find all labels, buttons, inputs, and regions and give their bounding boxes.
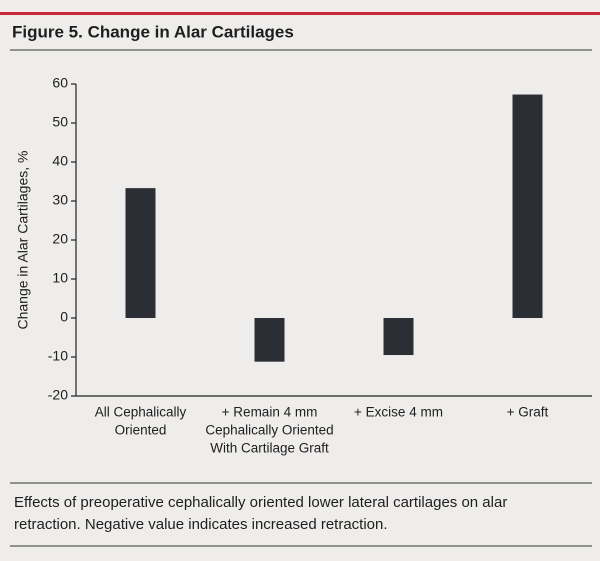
y-tick-label: -20 xyxy=(48,387,68,403)
x-tick-label: All Cephalically xyxy=(95,405,187,420)
caption: Effects of preoperative cephalically ori… xyxy=(14,494,507,511)
bar xyxy=(125,188,156,318)
x-tick-label: Cephalically Oriented xyxy=(205,423,333,438)
y-tick-label: 20 xyxy=(52,231,68,247)
caption: retraction. Negative value indicates inc… xyxy=(14,516,388,533)
y-tick-label: 60 xyxy=(52,75,68,91)
y-tick-label: -10 xyxy=(48,348,68,364)
chart-title: Figure 5. Change in Alar Cartilages xyxy=(12,22,294,41)
x-tick-label: + Excise 4 mm xyxy=(354,405,443,420)
bar xyxy=(254,318,285,362)
top-rule xyxy=(0,12,600,15)
y-tick-label: 40 xyxy=(52,153,68,169)
y-tick-label: 50 xyxy=(52,114,68,130)
bar xyxy=(512,94,543,318)
x-tick-label: + Graft xyxy=(507,405,549,420)
y-axis-label: Change in Alar Cartilages, % xyxy=(15,151,31,330)
bar xyxy=(383,318,414,356)
x-tick-label: + Remain 4 mm xyxy=(222,405,318,420)
y-tick-label: 10 xyxy=(52,270,68,286)
x-tick-label: With Cartilage Graft xyxy=(210,441,329,456)
y-tick-label: 30 xyxy=(52,192,68,208)
y-tick-label: 0 xyxy=(60,309,68,325)
x-tick-label: Oriented xyxy=(115,423,167,438)
